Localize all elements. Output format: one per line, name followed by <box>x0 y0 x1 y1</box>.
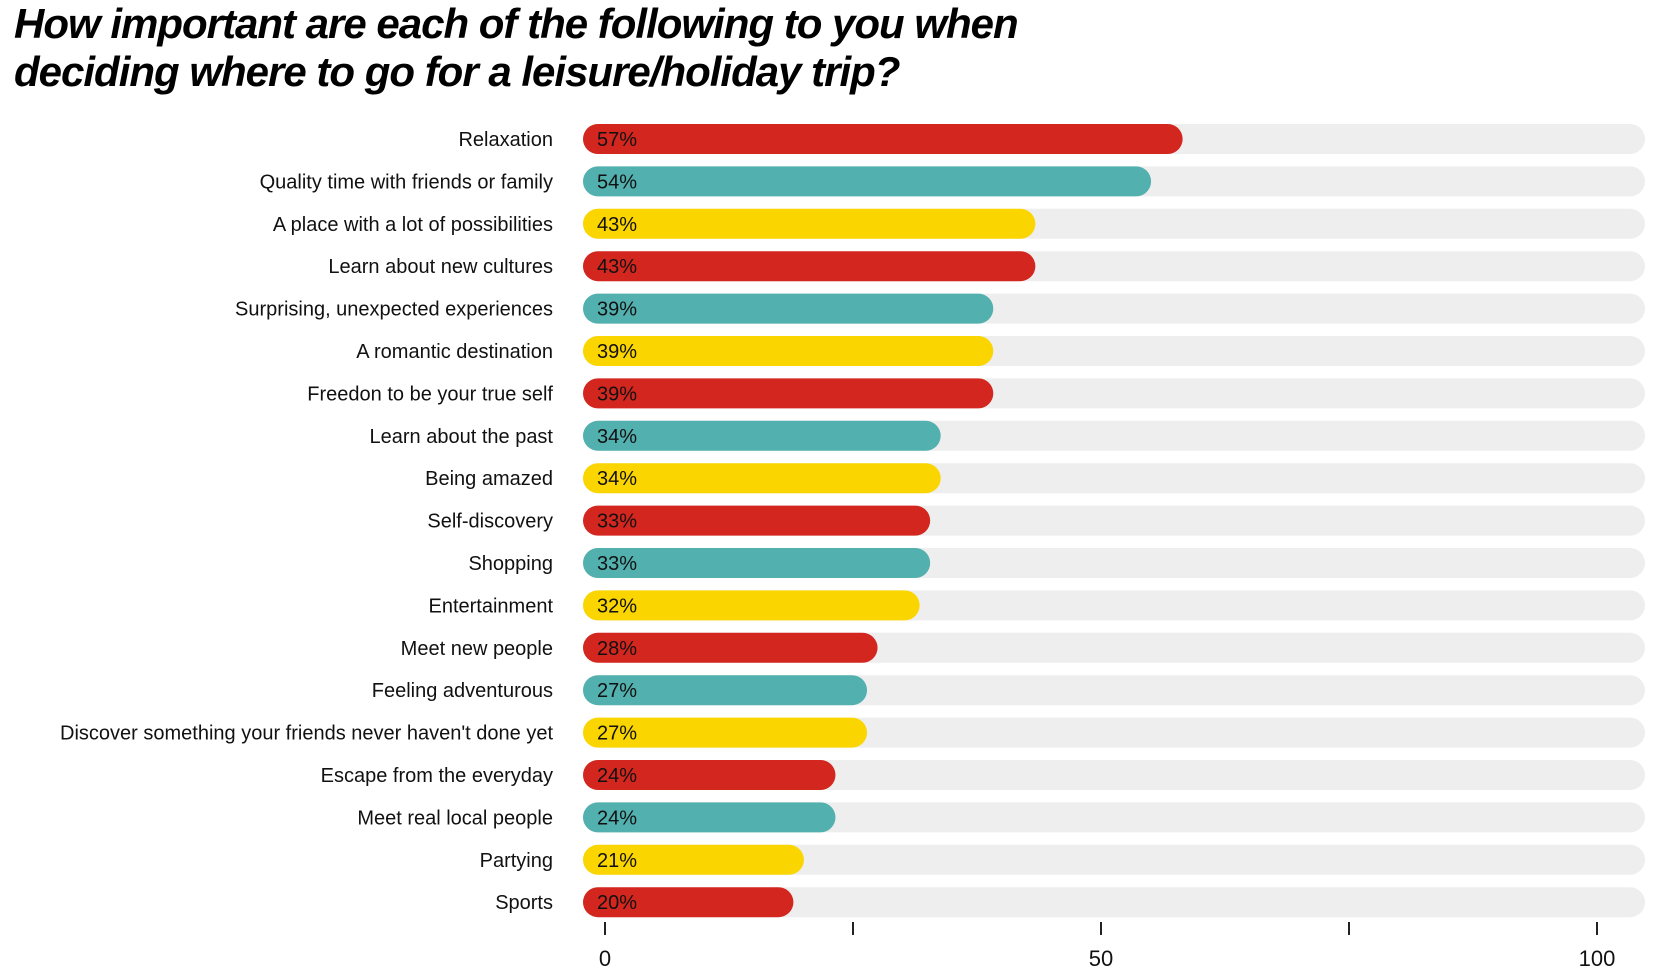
bar-rows: 57% Relaxation 54% Quality time with friend… <box>60 124 1645 918</box>
bar-value-label: 39% <box>597 383 637 405</box>
bar-row: 33% Self-discovery <box>427 505 1645 536</box>
bar <box>583 208 1036 239</box>
x-tick-label: 100 <box>1579 946 1616 971</box>
bar-value-label: 24% <box>597 765 637 787</box>
bar-row: 54% Quality time with friends or family <box>260 166 1645 197</box>
bar-value-label: 33% <box>597 511 637 533</box>
bar-row: 32% Entertainment <box>428 590 1645 621</box>
category-label: Feeling adventurous <box>372 680 553 702</box>
category-label: A place with a lot of possibilities <box>273 214 553 236</box>
bar-row: 24% Meet real local people <box>357 802 1645 833</box>
category-label: Surprising, unexpected experiences <box>235 299 553 321</box>
bar <box>583 420 941 451</box>
chart-title-line-2: deciding where to go for a leisure/holid… <box>14 48 900 95</box>
bar-value-label: 24% <box>597 807 637 829</box>
bar <box>583 887 794 918</box>
chart-title: How important are each of the following … <box>14 0 1019 96</box>
category-label: Learn about the past <box>370 426 554 448</box>
bar <box>583 124 1183 154</box>
category-label: Being amazed <box>425 468 553 490</box>
chart-title-line-1: How important are each of the following … <box>14 0 1019 47</box>
bar <box>583 463 941 494</box>
bar-track <box>583 887 1645 918</box>
bar-value-label: 54% <box>597 171 637 193</box>
x-tick-label: 0 <box>599 946 611 971</box>
bar-value-label: 39% <box>597 341 637 363</box>
bar-value-label: 28% <box>597 638 637 660</box>
bar <box>583 632 878 663</box>
category-label: Quality time with friends or family <box>260 171 553 193</box>
bar <box>583 844 804 875</box>
category-label: Relaxation <box>458 129 553 151</box>
bar <box>583 293 994 324</box>
category-label: Meet real local people <box>357 807 553 829</box>
bar-row: 39% A romantic destination <box>356 336 1645 366</box>
bar-value-label: 43% <box>597 214 637 236</box>
bar <box>583 760 836 790</box>
category-label: Shopping <box>468 553 553 575</box>
bar-value-label: 27% <box>597 680 637 702</box>
bar-row: 43% Learn about new cultures <box>328 251 1645 282</box>
bar <box>583 590 920 621</box>
bar-value-label: 32% <box>597 595 637 617</box>
category-label: A romantic destination <box>356 341 553 363</box>
category-label: Learn about new cultures <box>328 256 553 278</box>
category-label: Escape from the everyday <box>321 765 553 787</box>
bar-row: 39% Freedon to be your true self <box>307 378 1645 409</box>
bar-value-label: 27% <box>597 723 637 745</box>
bar-row: 27% Discover something your friends never… <box>60 717 1645 748</box>
category-label: Sports <box>495 892 553 914</box>
bar-value-label: 33% <box>597 553 637 575</box>
bar <box>583 548 931 578</box>
bar <box>583 675 868 706</box>
bar-track <box>583 802 1645 833</box>
category-label: Entertainment <box>428 595 553 617</box>
bar-value-label: 43% <box>597 256 637 278</box>
bar-value-label: 34% <box>597 468 637 490</box>
category-label: Meet new people <box>401 638 553 660</box>
bar-row: 39% Surprising, unexpected experiences <box>235 293 1645 324</box>
category-label: Self-discovery <box>427 511 553 533</box>
category-label: Freedon to be your true self <box>307 383 553 405</box>
bar-value-label: 34% <box>597 426 637 448</box>
bar-value-label: 20% <box>597 892 637 914</box>
category-label: Discover something your friends never ha… <box>60 723 553 745</box>
bar-row: 21% Partying <box>480 844 1645 875</box>
bar-row: 27% Feeling adventurous <box>372 675 1645 706</box>
bar <box>583 336 994 366</box>
bar-track <box>583 844 1645 875</box>
bar-row: 57% Relaxation <box>458 124 1645 154</box>
bar-track <box>583 760 1645 790</box>
bar-value-label: 39% <box>597 299 637 321</box>
bar-value-label: 21% <box>597 850 637 872</box>
bar-row: 28% Meet new people <box>401 632 1645 663</box>
bar <box>583 251 1036 282</box>
bar <box>583 166 1152 197</box>
x-tick-label: 50 <box>1089 946 1113 971</box>
bar-value-label: 57% <box>597 129 637 151</box>
bar <box>583 378 994 409</box>
bar-row: 34% Learn about the past <box>370 420 1645 451</box>
bar-row: 43% A place with a lot of possibilities <box>273 208 1645 239</box>
bar <box>583 802 836 833</box>
x-axis: 0 50 100 <box>599 922 1615 971</box>
bar-row: 34% Being amazed <box>425 463 1645 494</box>
bar <box>583 717 868 748</box>
bar-row: 33% Shopping <box>468 548 1645 578</box>
bar-row: 20% Sports <box>495 887 1645 918</box>
bar-row: 24% Escape from the everyday <box>321 760 1645 790</box>
bar <box>583 505 931 536</box>
category-label: Partying <box>480 850 553 872</box>
